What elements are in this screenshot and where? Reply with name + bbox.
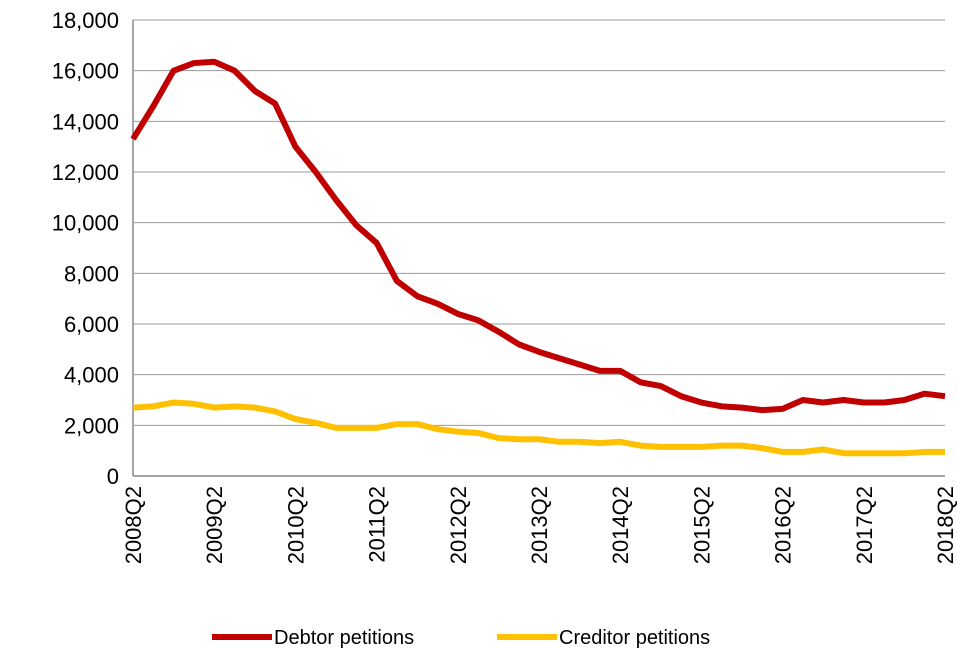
y-tick-label: 6,000 — [64, 312, 119, 337]
y-tick-label: 10,000 — [52, 211, 119, 236]
y-tick-label: 4,000 — [64, 363, 119, 388]
x-tick-label: 2013Q2 — [527, 486, 552, 564]
y-tick-label: 8,000 — [64, 261, 119, 286]
x-tick-label: 2009Q2 — [202, 486, 227, 564]
x-tick-label: 2014Q2 — [608, 486, 633, 564]
x-tick-label: 2016Q2 — [771, 486, 796, 564]
x-tick-label: 2010Q2 — [283, 486, 308, 564]
x-tick-label: 2017Q2 — [852, 486, 877, 564]
line-series — [132, 399, 945, 457]
y-tick-label: 12,000 — [52, 160, 119, 185]
legend-label: Creditor petitions — [559, 627, 710, 649]
y-tick-label: 18,000 — [52, 8, 119, 33]
x-tick-label: 2012Q2 — [446, 486, 471, 564]
x-tick-label: 2018Q2 — [933, 486, 958, 564]
y-tick-label: 2,000 — [64, 413, 119, 438]
y-tick-label: 0 — [107, 464, 119, 489]
y-tick-label: 16,000 — [52, 59, 119, 84]
y-tick-label: 14,000 — [52, 109, 119, 134]
legend-label: Debtor petitions — [274, 627, 414, 649]
line-series — [130, 58, 946, 414]
x-tick-label: 2008Q2 — [121, 486, 146, 564]
x-tick-label: 2011Q2 — [365, 486, 390, 563]
x-tick-label: 2015Q2 — [689, 486, 714, 564]
